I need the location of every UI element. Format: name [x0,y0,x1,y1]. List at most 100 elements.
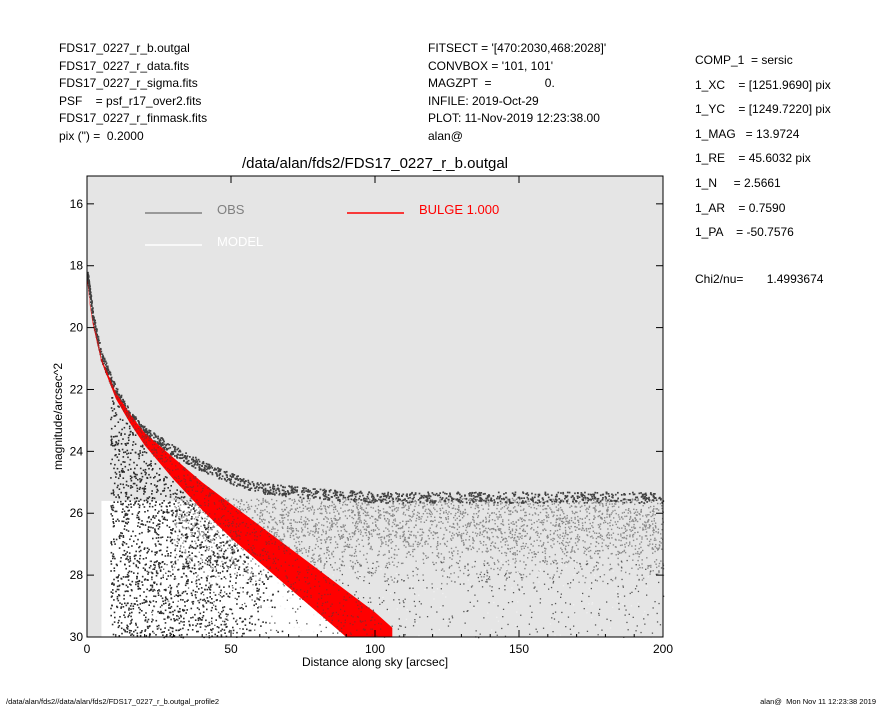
sky-noise-point [634,532,636,534]
sky-noise-point [548,498,551,501]
faint-noise-point [138,453,140,455]
sky-noise-point [481,504,483,506]
faint-noise-point [565,602,567,604]
sky-noise-point [661,529,663,531]
sky-noise-point [527,546,529,549]
sky-noise-point [407,509,410,511]
faint-noise-point [167,536,169,538]
sky-noise-point [338,512,340,514]
sky-noise-point [202,531,204,533]
sky-noise-point [199,509,201,511]
sky-noise-point [402,540,404,543]
faint-noise-point [138,504,141,507]
faint-noise-point [186,582,189,585]
faint-noise-point [263,600,265,602]
sky-noise-point [495,513,497,516]
faint-noise-point [623,595,626,597]
sky-noise-point [509,548,512,550]
sky-noise-point [486,547,488,549]
sky-noise-point [305,520,307,523]
sky-noise-point [477,507,480,509]
faint-noise-point [209,558,212,560]
faint-noise-point [158,526,161,528]
faint-noise-point [281,630,284,633]
sky-noise-point [216,530,219,533]
sky-noise-point [529,537,531,539]
faint-noise-point [180,496,183,498]
sky-noise-point [577,571,580,573]
sky-noise-point [352,561,354,563]
sky-noise-point [251,567,253,570]
sky-noise-point [465,529,467,531]
sky-noise-point [313,561,315,564]
sky-noise-point [261,520,263,523]
faint-noise-point [112,444,114,447]
sky-noise-point [606,533,608,536]
sky-noise-point [624,543,626,546]
sky-noise-point [490,567,492,570]
sky-noise-point [318,507,321,509]
faint-noise-point [509,575,511,577]
faint-noise-point [150,518,152,521]
sky-noise-point [215,537,217,539]
sky-noise-point [459,560,461,562]
sky-noise-point [419,528,421,530]
faint-noise-point [247,578,249,581]
faint-noise-point [134,629,137,632]
sky-noise-point [622,551,624,553]
sky-noise-point [422,505,425,508]
faint-noise-point [552,582,554,584]
faint-noise-point [167,615,169,618]
faint-noise-point [184,565,186,568]
sky-noise-point [599,516,602,518]
sky-noise-point [493,503,495,505]
sky-noise-point [336,519,338,522]
faint-noise-point [132,530,134,533]
sky-noise-point [359,505,362,507]
faint-noise-point [126,517,129,520]
sky-noise-point [641,536,643,538]
faint-noise-point [154,529,156,532]
sky-noise-point [496,516,498,518]
sky-noise-point [571,510,573,513]
faint-noise-point [257,610,259,613]
sky-noise-point [473,524,476,526]
faint-noise-point [474,560,476,563]
sky-noise-point [522,530,524,532]
faint-noise-point [127,503,130,506]
sky-noise-point [321,524,323,526]
sky-noise-point [212,525,215,527]
sky-noise-point [607,545,610,547]
faint-noise-point [154,543,157,545]
sky-noise-point [408,505,410,507]
sky-noise-point [342,501,345,504]
sky-noise-point [418,512,420,515]
sky-noise-point [615,576,617,579]
sky-noise-point [183,540,185,542]
faint-noise-point [142,558,145,560]
sky-noise-point [180,544,182,547]
faint-noise-point [156,625,158,628]
sky-noise-point [467,549,469,551]
sky-noise-point [341,535,343,537]
sky-noise-point [388,557,390,560]
sky-noise-point [361,508,363,511]
sky-noise-point [632,536,634,538]
faint-noise-point [111,604,113,607]
sky-noise-point [655,563,657,565]
faint-noise-point [114,510,116,513]
faint-noise-point [153,568,155,570]
faint-noise-point [162,574,164,576]
sky-noise-point [308,546,311,548]
faint-noise-point [259,596,262,598]
sky-noise-point [625,509,627,511]
sky-noise-point [448,501,450,503]
sky-noise-point [308,500,311,502]
faint-noise-point [151,578,153,581]
faint-noise-point [232,617,235,620]
faint-noise-point [150,460,152,462]
sky-noise-point [194,523,196,525]
sky-noise-point [621,544,623,546]
faint-noise-point [174,530,177,533]
sky-noise-point [331,553,333,556]
